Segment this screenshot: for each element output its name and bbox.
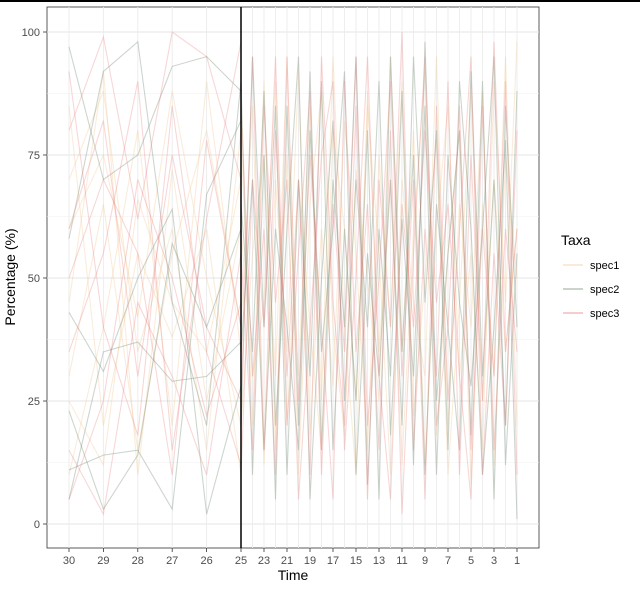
y-axis: 0 25 50 75 100 <box>22 27 47 531</box>
series-line-spec1 <box>68 71 242 475</box>
legend-label-spec1: spec1 <box>590 260 619 272</box>
series-line-spec2 <box>240 56 518 500</box>
series-line-spec3 <box>240 31 518 500</box>
series-line-spec2 <box>68 46 242 181</box>
x-tick-label: 13 <box>373 555 385 567</box>
series-line-spec3 <box>68 120 242 402</box>
x-tick-label: 26 <box>200 555 212 567</box>
x-tick-label: 23 <box>258 555 270 567</box>
series-line-spec3 <box>68 41 242 451</box>
series-line-spec1 <box>68 90 242 451</box>
series-line-spec1 <box>240 56 518 485</box>
series-line-spec3 <box>68 31 242 220</box>
series-line-spec3 <box>240 56 518 500</box>
series-line-spec2 <box>68 40 242 426</box>
series-line-spec3 <box>68 253 242 516</box>
x-tick-label: 25 <box>235 555 247 567</box>
x-tick-label: 28 <box>132 555 144 567</box>
series-line-spec3 <box>68 71 242 466</box>
x-tick-label: 29 <box>97 555 109 567</box>
series-line-spec2 <box>240 56 518 500</box>
series-line-spec2 <box>68 228 242 511</box>
series-line-spec1 <box>68 81 242 475</box>
series-line-spec1 <box>240 56 518 475</box>
x-axis-title: Time <box>278 567 309 583</box>
top-rule <box>0 0 640 2</box>
x-tick-label: 11 <box>396 555 407 567</box>
x-tick-label: 21 <box>281 555 293 567</box>
series-line-spec2 <box>68 120 242 511</box>
y-tick-label: 100 <box>22 27 40 39</box>
y-tick-label: 25 <box>28 396 40 408</box>
legend-title: Taxa <box>561 232 591 248</box>
y-tick-label: 0 <box>34 519 40 531</box>
series-line-spec3 <box>240 56 518 500</box>
series-line-spec2 <box>240 56 518 520</box>
x-tick-label: 1 <box>514 555 520 567</box>
series-line-spec3 <box>68 179 242 500</box>
y-tick-label: 75 <box>28 150 40 162</box>
series-line-spec2 <box>68 341 242 500</box>
series-line-spec1 <box>240 71 518 475</box>
series-line-spec1 <box>68 90 242 426</box>
series-lines <box>68 31 518 520</box>
legend-label-spec3: spec3 <box>590 308 619 320</box>
series-line-spec1 <box>68 130 242 451</box>
series-line-spec3 <box>240 56 518 515</box>
x-tick-label: 15 <box>350 555 362 567</box>
x-tick-label: 7 <box>445 555 451 567</box>
x-tick-label: 5 <box>468 555 474 567</box>
series-line-spec1 <box>68 105 242 475</box>
series-line-spec1 <box>240 41 518 475</box>
y-tick-label: 50 <box>28 273 40 285</box>
x-axis: 30 29 28 27 26 25 23 21 19 17 15 13 11 9 7 5 3 1 <box>63 548 520 567</box>
plot-panel <box>46 6 540 549</box>
grid-lines <box>47 7 539 548</box>
x-tick-label: 19 <box>304 555 316 567</box>
x-tick-label: 17 <box>327 555 339 567</box>
y-axis-title: Percentage (%) <box>2 228 18 325</box>
x-tick-label: 9 <box>422 555 428 567</box>
x-tick-label: 30 <box>63 555 75 567</box>
series-line-spec3 <box>68 140 242 475</box>
series-line-spec1 <box>68 179 242 467</box>
x-tick-label: 3 <box>491 555 497 567</box>
legend: Taxa spec1 spec2 spec3 <box>561 232 619 320</box>
x-tick-label: 27 <box>166 555 178 567</box>
series-line-spec2 <box>68 207 242 515</box>
legend-label-spec2: spec2 <box>590 284 619 296</box>
series-line-spec2 <box>240 41 518 500</box>
